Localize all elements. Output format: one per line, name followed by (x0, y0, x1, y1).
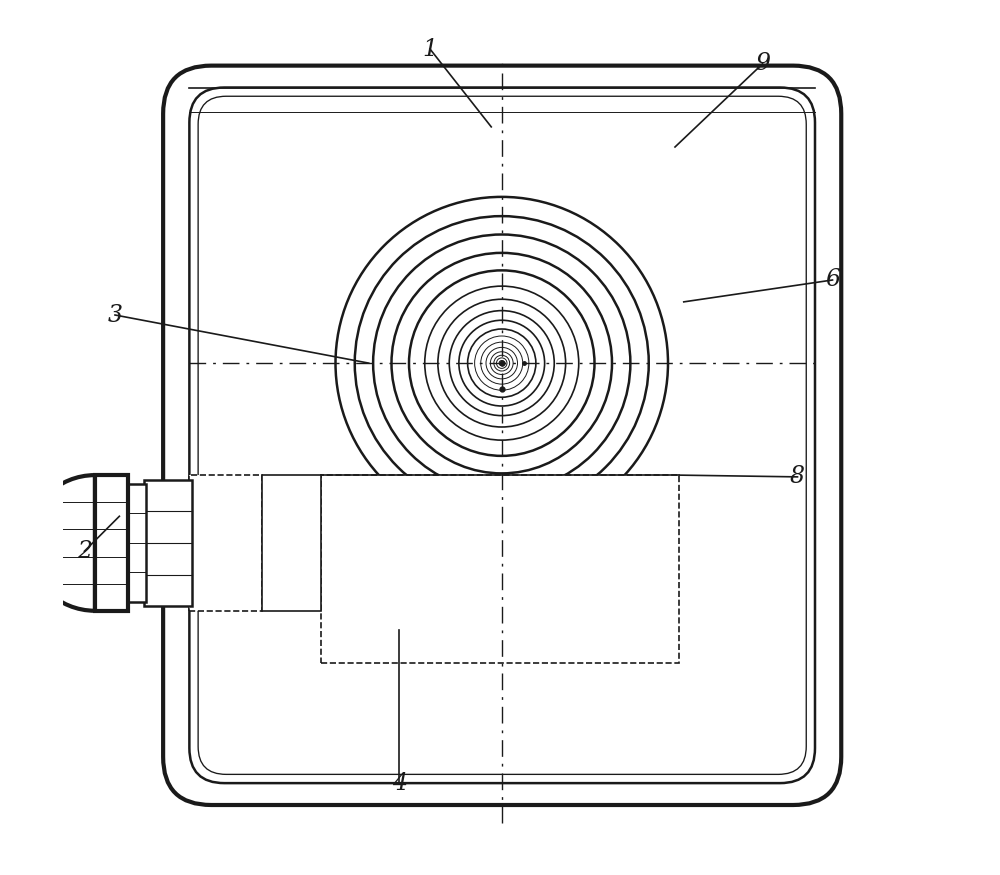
Bar (95, 475, 128, 611)
FancyBboxPatch shape (163, 66, 841, 805)
Text: 6: 6 (825, 269, 840, 291)
Text: 8: 8 (790, 466, 805, 488)
Bar (189, 475, 262, 611)
Bar (126, 484, 146, 602)
Bar (144, 480, 192, 606)
Bar (321, 475, 679, 663)
Text: 3: 3 (108, 304, 122, 326)
Text: 1: 1 (422, 38, 438, 60)
Wedge shape (27, 475, 95, 611)
Text: 2: 2 (77, 540, 92, 563)
Text: 4: 4 (392, 773, 407, 795)
Bar (262, 475, 321, 611)
Text: 9: 9 (755, 52, 770, 75)
